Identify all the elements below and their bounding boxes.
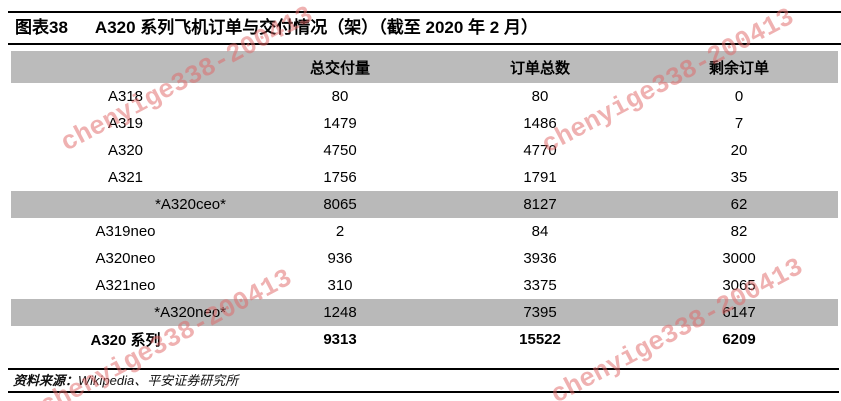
model-label: A321neo: [95, 277, 156, 294]
model-label: A318: [107, 88, 144, 105]
table-row-a320neo: A320neo 936 3936 3000: [11, 245, 838, 272]
delivered-value: 1248: [240, 299, 440, 326]
orders-value: 3375: [523, 277, 557, 294]
delivered-value: 936: [327, 250, 353, 267]
remaining-value: 6147: [640, 299, 838, 326]
delivered-value: 9313: [323, 331, 357, 348]
orders-value: 4770: [523, 142, 557, 159]
delivered-value: 2: [335, 223, 345, 240]
chart-title: A320 系列飞机订单与交付情况（架）（截至 2020 年 2 月）: [94, 18, 538, 37]
remaining-value: 20: [730, 142, 748, 159]
table-row-a320: A320 4750 4770 20: [11, 137, 838, 164]
orders-value: 84: [531, 223, 549, 240]
orders-value: 8127: [440, 191, 640, 218]
table-row-a321: A321 1756 1791 35: [11, 164, 838, 191]
remaining-value: 62: [640, 191, 838, 218]
delivered-value: 1479: [323, 115, 357, 132]
remaining-value: 82: [730, 223, 748, 240]
header-model: [11, 51, 240, 83]
model-label: A319neo: [95, 223, 156, 240]
orders-value: 1486: [523, 115, 557, 132]
header-remaining-orders: 剩余订单: [640, 51, 838, 83]
model-label: *A320neo*: [11, 299, 240, 326]
orders-value: 3936: [523, 250, 557, 267]
table-header-row: 总交付量 订单总数 剩余订单: [11, 51, 838, 83]
remaining-value: 3000: [722, 250, 756, 267]
model-label: A319: [107, 115, 144, 132]
model-label: A320 系列: [90, 332, 161, 349]
model-label: A321: [107, 169, 144, 186]
delivered-value: 1756: [323, 169, 357, 186]
table-row-a320neo: *A320neo* 1248 7395 6147: [11, 299, 838, 326]
orders-value: 1791: [523, 169, 557, 186]
remaining-value: 35: [730, 169, 748, 186]
model-label: A320: [107, 142, 144, 159]
orders-value: 7395: [440, 299, 640, 326]
table-row-a320ceo: *A320ceo* 8065 8127 62: [11, 191, 838, 218]
table-row-a319neo: A319neo 2 84 82: [11, 218, 838, 245]
table-row-a319: A319 1479 1486 7: [11, 110, 838, 137]
delivered-value: 80: [331, 88, 349, 105]
orders-value: 15522: [519, 331, 561, 348]
source-text: Wikipedia、平安证券研究所: [78, 373, 239, 388]
remaining-value: 3065: [722, 277, 756, 294]
remaining-value: 0: [734, 88, 744, 105]
aircraft-orders-table: 总交付量 订单总数 剩余订单 A318 80 80 0 A319 1479 1486 7 A32…: [11, 51, 838, 353]
delivered-value: 310: [327, 277, 353, 294]
chart-number: 图表38: [15, 18, 68, 37]
source-label: 资料来源：: [13, 373, 79, 388]
header-total-orders: 订单总数: [440, 51, 640, 83]
delivered-value: 4750: [323, 142, 357, 159]
table-row-a320: A320 系列 9313 15522 6209: [11, 326, 838, 353]
chart-title-bar: 图表38 A320 系列飞机订单与交付情况（架）（截至 2020 年 2 月）: [8, 11, 841, 45]
model-label: A320neo: [95, 250, 156, 267]
table-row-a321neo: A321neo 310 3375 3065: [11, 272, 838, 299]
table-row-a318: A318 80 80 0: [11, 83, 838, 110]
remaining-value: 6209: [722, 331, 756, 348]
delivered-value: 8065: [240, 191, 440, 218]
orders-value: 80: [531, 88, 549, 105]
remaining-value: 7: [734, 115, 744, 132]
header-total-deliveries: 总交付量: [240, 51, 440, 83]
model-label: *A320ceo*: [11, 191, 240, 218]
source-note: 资料来源：Wikipedia、平安证券研究所: [8, 368, 839, 393]
